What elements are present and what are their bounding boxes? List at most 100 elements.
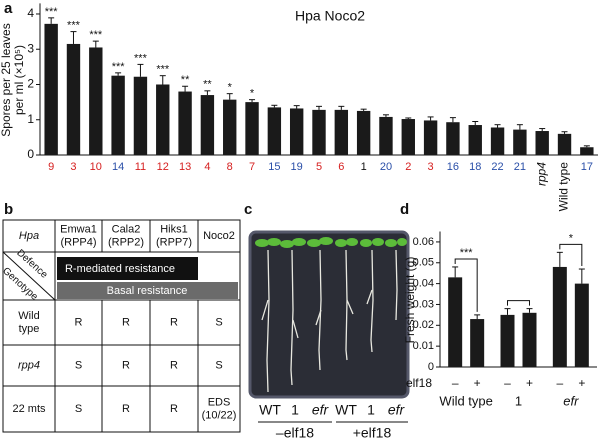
significance: *** [112, 61, 126, 73]
x-tick-label: 17 [581, 161, 593, 173]
x-tick-label: – [504, 376, 511, 390]
x-tick-label: 8 [227, 161, 233, 173]
bar [89, 47, 103, 155]
x-tick-label: 2 [405, 161, 411, 173]
y-tick-label: 0 [27, 147, 34, 161]
y-tick-label: 3 [27, 41, 34, 55]
x-tick-label: 20 [380, 161, 392, 173]
table-cell: Hpa [19, 230, 39, 242]
bar [535, 131, 549, 155]
y-tick-label: 0 [428, 361, 434, 373]
resistance-bar [57, 257, 198, 280]
bar [557, 133, 572, 155]
bar [200, 95, 215, 155]
y-tick-label: 2 [27, 77, 34, 91]
x-tick-label: – [452, 376, 459, 390]
panel-label: c [244, 201, 252, 218]
table-cell: R [75, 316, 83, 328]
bracket [507, 300, 530, 306]
group-label: 1 [515, 393, 522, 408]
x-axis-label: elf18 [406, 376, 432, 390]
table-diagonal [2, 251, 56, 301]
resistance-label: R-mediated resistance [65, 263, 175, 275]
x-tick-label: 6 [338, 161, 344, 173]
bar [66, 43, 81, 156]
table-cell: R [122, 403, 130, 415]
y-tick-label: 0.02 [413, 319, 434, 331]
x-tick-label: 7 [249, 161, 255, 173]
x-tick-label: Wild type [557, 162, 571, 212]
bar [156, 84, 170, 155]
significance: * [250, 88, 255, 100]
bar [111, 75, 125, 155]
x-tick-label: 10 [90, 161, 102, 173]
significance: *** [460, 247, 474, 259]
bar [289, 108, 304, 155]
y-tick-label: 0.03 [413, 298, 434, 310]
group-label: efr [563, 393, 579, 408]
table-cell: (RPP7) [156, 236, 192, 248]
photo-label: efr [312, 402, 330, 418]
bar [401, 119, 415, 155]
table-cell: EDS [208, 396, 231, 408]
table-cell: (RPP4) [60, 236, 96, 248]
treatment-label: –elf18 [276, 425, 314, 441]
table-cell: Hiks1 [160, 223, 188, 235]
x-tick-label: 3 [428, 161, 434, 173]
x-tick-label: + [474, 376, 481, 390]
bar [552, 266, 567, 367]
x-tick-label: rpp4 [534, 162, 548, 186]
significance: *** [45, 6, 59, 18]
photo-label: WT [335, 402, 357, 418]
x-tick-label: 18 [469, 161, 481, 173]
x-tick-label: 12 [157, 161, 169, 173]
resistance-label: Basal resistance [107, 285, 188, 297]
bar [446, 122, 460, 155]
x-tick-label: 4 [204, 161, 210, 173]
bar [379, 116, 393, 155]
bar [44, 23, 58, 155]
table-cell: R [170, 316, 178, 328]
y-tick-label: 0.05 [413, 257, 434, 269]
bar [245, 102, 259, 155]
significance: * [228, 82, 233, 94]
bar [133, 76, 148, 155]
x-tick-label: 21 [514, 161, 526, 173]
y-axis-label: Spores per 25 leaves [0, 23, 13, 136]
table-cell: S [215, 359, 222, 371]
table-cell: S [75, 359, 82, 371]
bar [223, 99, 237, 155]
y-tick-label: 4 [27, 6, 34, 20]
bar [312, 109, 326, 155]
bar [178, 91, 192, 155]
x-tick-label: + [578, 376, 585, 390]
table-cell: S [75, 403, 82, 415]
y-axis-label: per ml (×10⁵) [12, 45, 26, 115]
table-cell: Noco2 [203, 230, 235, 242]
table-cell: Wild [18, 310, 39, 322]
bar [423, 120, 438, 155]
table-border [2, 219, 241, 433]
x-tick-label: 15 [268, 161, 280, 173]
x-tick-label: 9 [48, 161, 54, 173]
seedling-photo [248, 230, 410, 423]
bar [513, 129, 527, 155]
significance: *** [156, 64, 170, 76]
bar [574, 283, 589, 367]
x-tick-label: 1 [361, 161, 367, 173]
table-cell: type [19, 323, 40, 335]
table-cell: R [122, 359, 130, 371]
table-cell: Cala2 [112, 223, 141, 235]
bar [490, 127, 505, 155]
bar [470, 319, 485, 367]
panel-label: a [4, 0, 13, 17]
y-tick-label: 0.04 [413, 278, 434, 290]
bar [356, 110, 371, 155]
bar [468, 125, 482, 155]
table-cell: (RPP2) [108, 236, 144, 248]
table-cell: rpp4 [18, 359, 40, 371]
x-tick-label: 13 [179, 161, 191, 173]
table-cell: R [122, 316, 130, 328]
bar [267, 107, 282, 155]
